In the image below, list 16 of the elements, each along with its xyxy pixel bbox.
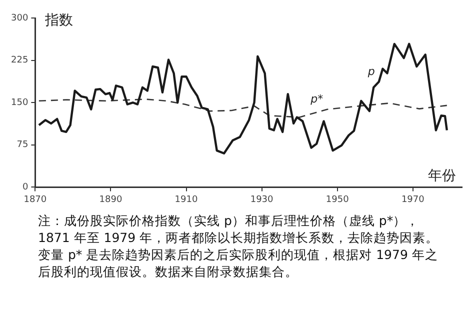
x-tick-label: 1910: [174, 194, 198, 205]
annotation: p*: [310, 92, 324, 106]
x-tick-label: 1970: [401, 194, 425, 205]
y-tick-label: 225: [10, 56, 28, 66]
y-tick-label: 300: [10, 13, 28, 24]
y-tick-label: 150: [10, 98, 28, 108]
x-tick-label: 1890: [99, 194, 122, 205]
x-tick-label: 1930: [250, 194, 274, 205]
y-tick-label: 0: [22, 182, 28, 193]
text: 注：成份股实际价格指数（实线 p）和事后理性价格（虚线 p*），1871 年至 1979 年，两者都除以长期指数增长系数，去除趋势因素。变量 p* 是去除趋势因素后的之后实际股利的现值，根据对 1979 年之后股利的现值假设。数据来自附录数据集合。: [38, 212, 440, 280]
annotation: p: [366, 65, 375, 78]
y-tick-label: 75: [16, 140, 28, 150]
x-tick-label: 1950: [326, 194, 350, 205]
y-axis-title: 指数: [44, 12, 74, 29]
x-axis-title: 年份: [428, 168, 456, 184]
x-tick-label: 1870: [24, 194, 47, 205]
